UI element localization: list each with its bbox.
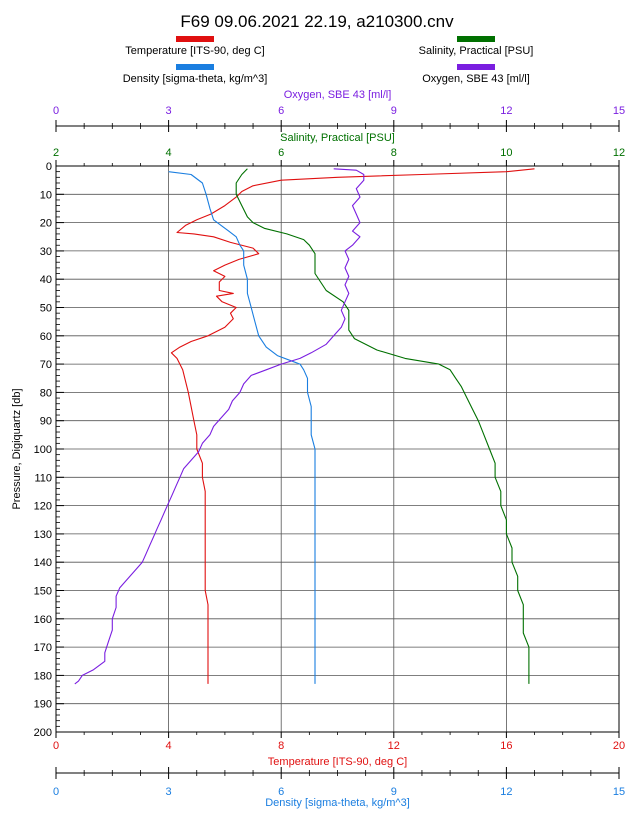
- legend-label-3: Oxygen, SBE 43 [ml/l]: [422, 73, 530, 85]
- density-tick-label: 0: [53, 786, 59, 798]
- y-tick-label: 70: [40, 359, 52, 371]
- axes: 0102030405060708090100110120130140150160…: [11, 89, 625, 809]
- legend-label-0: Temperature [ITS-90, deg C]: [125, 45, 264, 57]
- density-tick-label: 9: [391, 786, 397, 798]
- temperature-tick-label: 12: [388, 740, 400, 752]
- salinity-tick-label: 8: [391, 147, 397, 159]
- density-tick-label: 12: [500, 786, 512, 798]
- temperature-tick-label: 0: [53, 740, 59, 752]
- legend-label-1: Salinity, Practical [PSU]: [419, 45, 534, 57]
- y-tick-label: 150: [34, 586, 52, 598]
- y-tick-label: 30: [40, 246, 52, 258]
- y-tick-label: 20: [40, 218, 52, 230]
- y-tick-label: 40: [40, 274, 52, 286]
- y-tick-label: 0: [46, 161, 52, 173]
- temperature-tick-label: 16: [500, 740, 512, 752]
- salinity-tick-label: 10: [500, 147, 512, 159]
- legend: Temperature [ITS-90, deg C] Salinity, Pra…: [123, 36, 534, 85]
- y-tick-label: 60: [40, 331, 52, 343]
- oxygen-tick-label: 3: [166, 105, 172, 117]
- density-tick-label: 3: [166, 786, 172, 798]
- y-tick-label: 130: [34, 529, 52, 541]
- y-tick-label: 50: [40, 303, 52, 315]
- y-tick-label: 190: [34, 699, 52, 711]
- y-tick-label: 200: [34, 727, 52, 739]
- density-series-line: [168, 171, 316, 684]
- salinity-tick-label: 4: [166, 147, 172, 159]
- temperature-series-line: [170, 168, 535, 684]
- series: [74, 168, 535, 685]
- chart-title: F69 09.06.2021 22.19, a210300.cnv: [180, 12, 454, 31]
- legend-swatch-2: [176, 64, 214, 70]
- legend-label-2: Density [sigma-theta, kg/m^3]: [123, 73, 268, 85]
- y-tick-label: 170: [34, 642, 52, 654]
- temperature-tick-label: 8: [278, 740, 284, 752]
- temperature-tick-label: 20: [613, 740, 625, 752]
- salinity-series-line: [235, 168, 530, 684]
- oxygen-series-line: [74, 168, 365, 685]
- oxygen-tick-label: 12: [500, 105, 512, 117]
- y-tick-label: 90: [40, 416, 52, 428]
- salinity-tick-label: 12: [613, 147, 625, 159]
- salinity-tick-label: 2: [53, 147, 59, 159]
- y-tick-label: 120: [34, 501, 52, 513]
- y-tick-label: 180: [34, 670, 52, 682]
- y-tick-label: 10: [40, 189, 52, 201]
- y-tick-label: 110: [34, 472, 52, 484]
- temperature-tick-label: 4: [166, 740, 172, 752]
- grid: [55, 165, 620, 733]
- temperature-axis-label: Temperature [ITS-90, deg C]: [268, 756, 407, 768]
- salinity-tick-label: 6: [278, 147, 284, 159]
- density-axis-label: Density [sigma-theta, kg/m^3]: [265, 797, 410, 809]
- salinity-axis-label: Salinity, Practical [PSU]: [280, 132, 395, 144]
- y-tick-label: 100: [34, 444, 52, 456]
- density-tick-label: 6: [278, 786, 284, 798]
- y-tick-label: 80: [40, 387, 52, 399]
- oxygen-tick-label: 6: [278, 105, 284, 117]
- y-axis-label: Pressure, Digiquartz [db]: [11, 388, 23, 509]
- legend-swatch-3: [457, 64, 495, 70]
- oxygen-tick-label: 15: [613, 105, 625, 117]
- density-tick-label: 15: [613, 786, 625, 798]
- oxygen-tick-label: 9: [391, 105, 397, 117]
- oxygen-tick-label: 0: [53, 105, 59, 117]
- oxygen-axis-label: Oxygen, SBE 43 [ml/l]: [284, 89, 392, 101]
- legend-swatch-1: [457, 36, 495, 42]
- y-tick-label: 160: [34, 614, 52, 626]
- legend-swatch-0: [176, 36, 214, 42]
- y-tick-label: 140: [34, 557, 52, 569]
